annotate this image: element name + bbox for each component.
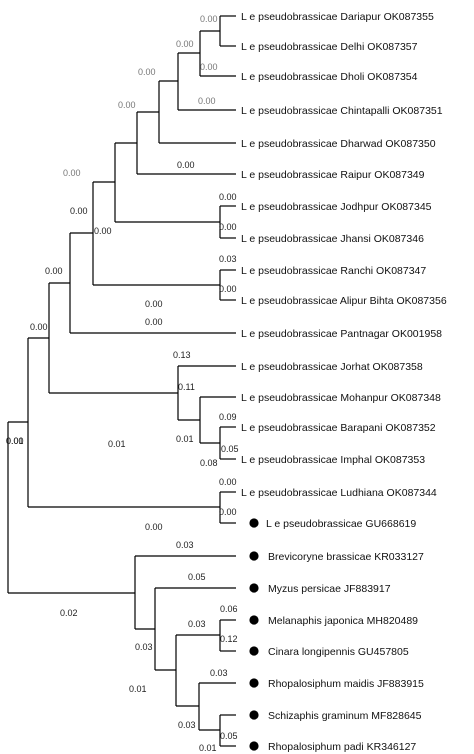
leaf-label: L e pseudobrassicae Mohanpur OK087348	[241, 392, 441, 404]
branch-length-labels: 0.00 0.00 0.00 0.00 0.00 0.00 0.00 0.00 0.00 0.00…	[6, 14, 239, 753]
branch-length-label: 0.00	[94, 226, 112, 236]
leaf-label: L e pseudobrassicae Imphal OK087353	[241, 454, 425, 466]
reference-sequence-marker	[249, 551, 259, 561]
leaf-label: Myzus persicae JF883917	[268, 583, 391, 595]
leaf-label: L e pseudobrassicae Dariapur OK087355	[241, 11, 434, 23]
leaf-label: L e pseudobrassicae Jodhpur OK087345	[241, 201, 432, 213]
branch-length-label: 0.03	[219, 254, 237, 264]
branch-length-label: 0.00	[219, 507, 237, 517]
branch-length-label: 0.05	[220, 731, 238, 741]
leaf-label: Rhopalosiphum padi KR346127	[268, 741, 416, 753]
branch-length-label: 0.00	[63, 168, 81, 178]
branch-length-label: 0.00	[219, 222, 237, 232]
leaf-label: L e pseudobrassicae Raipur OK087349	[241, 169, 425, 181]
leaf-label: L e pseudobrassicae Dholi OK087354	[241, 71, 418, 83]
branch-length-label: 0.05	[188, 572, 206, 582]
reference-sequence-marker	[249, 678, 259, 688]
branch-length-label: 0.00	[70, 206, 88, 216]
branch-length-label: 0.00	[145, 317, 163, 327]
branch-length-label: 0.00	[118, 100, 136, 110]
branch-length-label: 0.06	[220, 604, 238, 614]
branch-length-label: 0.00	[6, 436, 24, 446]
branch-length-label: 0.03	[135, 642, 153, 652]
branch-length-label: 0.00	[177, 160, 195, 170]
branch-length-label: 0.03	[210, 668, 228, 678]
leaf-label: L e pseudobrassicae Ranchi OK087347	[241, 265, 426, 277]
tree-branches	[7, 15, 236, 747]
leaf-label: Brevicoryne brassicae KR033127	[268, 551, 424, 563]
leaf-label: L e pseudobrassicae Dharwad OK087350	[241, 138, 436, 150]
branch-length-label: 0.01	[108, 439, 126, 449]
branch-length-label: 0.00	[138, 67, 156, 77]
branch-length-label: 0.13	[173, 350, 191, 360]
branch-length-label: 0.00	[219, 192, 237, 202]
branch-length-label: 0.05	[221, 444, 239, 454]
reference-sequence-marker	[249, 741, 259, 751]
branch-length-label: 0.03	[188, 619, 206, 629]
branch-length-label: 0.00	[176, 39, 194, 49]
branch-length-label: 0.01	[6, 436, 24, 446]
branch-length-label: 0.00	[200, 14, 218, 24]
leaf-label: L e pseudobrassicae Alipur Bihta OK08735…	[241, 295, 447, 307]
branch-length-label: 0.12	[220, 634, 238, 644]
branch-length-label: 0.00	[200, 62, 218, 72]
branch-length-label: 0.00	[30, 322, 48, 332]
leaf-label: L e pseudobrassicae Pantnagar OK001958	[241, 328, 442, 340]
branch-length-label: 0.02	[60, 608, 78, 618]
branch-length-label: 0.01	[199, 743, 217, 753]
branch-length-label: 0.09	[219, 412, 237, 422]
leaf-label: L e pseudobrassicae Delhi OK087357	[241, 41, 418, 53]
leaf-label: L e pseudobrassicae Barapani OK087352	[241, 422, 436, 434]
reference-sequence-marker	[249, 583, 259, 593]
leaf-label: L e pseudobrassicae Ludhiana OK087344	[241, 487, 437, 499]
branch-length-label: 0.00	[219, 284, 237, 294]
branch-length-label: 0.00	[198, 96, 216, 106]
reference-sequence-marker	[249, 710, 259, 720]
leaf-label: Schizaphis graminum MF828645	[268, 710, 422, 722]
leaf-label: Cinara longipennis GU457805	[268, 646, 409, 658]
branch-length-label: 0.00	[219, 477, 237, 487]
branch-length-label: 0.03	[176, 540, 194, 550]
leaf-label: L e pseudobrassicae Chintapalli OK087351	[241, 105, 443, 117]
branch-length-label: 0.08	[200, 458, 218, 468]
leaf-labels: L e pseudobrassicae Dariapur OK087355 L e…	[241, 11, 447, 753]
branch-length-label: 0.01	[129, 684, 147, 694]
branch-length-label: 0.00	[145, 522, 163, 532]
reference-sequence-marker	[249, 615, 259, 625]
branch-length-label: 0.11	[178, 382, 195, 392]
branch-length-label: 0.00	[145, 299, 163, 309]
reference-sequence-marker	[249, 646, 259, 656]
leaf-label: L e pseudobrassicae GU668619	[266, 518, 416, 530]
leaf-label: Rhopalosiphum maidis JF883915	[268, 678, 424, 690]
leaf-label: L e pseudobrassicae Jhansi OK087346	[241, 233, 424, 245]
leaf-label: Melanaphis japonica MH820489	[268, 615, 418, 627]
reference-sequence-marker	[249, 518, 259, 528]
branch-length-label: 0.01	[176, 434, 194, 444]
branch-length-label: 0.03	[178, 720, 196, 730]
branch-length-label: 0.00	[45, 266, 63, 276]
leaf-label: L e pseudobrassicae Jorhat OK087358	[241, 361, 423, 373]
